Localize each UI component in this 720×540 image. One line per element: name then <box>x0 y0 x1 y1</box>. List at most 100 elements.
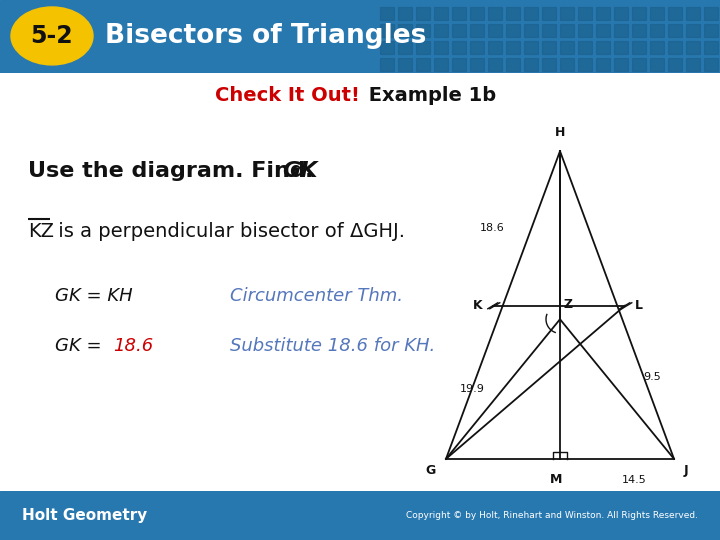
Bar <box>686 58 700 71</box>
Bar <box>380 24 394 37</box>
Bar <box>596 58 610 71</box>
Bar <box>542 7 556 20</box>
Bar <box>686 24 700 37</box>
Bar <box>596 41 610 54</box>
Bar <box>470 7 484 20</box>
Bar <box>668 58 682 71</box>
Bar <box>380 41 394 54</box>
Bar <box>524 41 538 54</box>
Bar <box>704 24 718 37</box>
Bar <box>416 7 430 20</box>
Bar <box>524 24 538 37</box>
Bar <box>380 7 394 20</box>
Bar <box>434 58 448 71</box>
Text: 19.9: 19.9 <box>460 384 485 394</box>
Bar <box>704 58 718 71</box>
Bar <box>668 41 682 54</box>
Bar <box>578 24 592 37</box>
Bar <box>398 24 412 37</box>
Bar <box>488 41 502 54</box>
Text: L: L <box>635 299 643 312</box>
Bar <box>614 24 628 37</box>
Bar <box>506 24 520 37</box>
Bar <box>506 7 520 20</box>
Bar <box>560 58 574 71</box>
Bar <box>560 7 574 20</box>
Bar <box>632 58 646 71</box>
Bar <box>632 41 646 54</box>
Text: GK: GK <box>282 161 318 181</box>
Bar <box>470 41 484 54</box>
Text: Check It Out!: Check It Out! <box>215 85 360 105</box>
Bar <box>398 58 412 71</box>
Bar <box>704 41 718 54</box>
Bar <box>398 7 412 20</box>
Bar <box>470 24 484 37</box>
Bar <box>614 58 628 71</box>
Bar <box>506 58 520 71</box>
Text: J: J <box>684 464 688 477</box>
Text: K: K <box>473 299 483 312</box>
Bar <box>416 58 430 71</box>
Bar <box>560 41 574 54</box>
Bar <box>578 7 592 20</box>
Text: 14.5: 14.5 <box>622 475 647 485</box>
Bar <box>380 58 394 71</box>
Bar <box>398 41 412 54</box>
Text: Use the diagram. Find: Use the diagram. Find <box>28 161 313 181</box>
Text: KZ: KZ <box>28 222 54 241</box>
Bar <box>488 58 502 71</box>
Bar <box>560 24 574 37</box>
Bar <box>578 41 592 54</box>
Bar <box>434 24 448 37</box>
Bar <box>416 41 430 54</box>
Bar <box>614 7 628 20</box>
Text: Z: Z <box>564 298 573 311</box>
Bar <box>452 7 466 20</box>
Text: M: M <box>550 473 562 486</box>
Bar <box>632 7 646 20</box>
Text: Example 1b: Example 1b <box>362 85 496 105</box>
Bar <box>650 58 664 71</box>
Bar <box>632 24 646 37</box>
Bar <box>668 24 682 37</box>
Bar <box>506 41 520 54</box>
Bar <box>452 24 466 37</box>
Bar <box>686 41 700 54</box>
Bar <box>668 7 682 20</box>
Bar <box>686 7 700 20</box>
Bar <box>650 7 664 20</box>
Bar <box>452 41 466 54</box>
Bar <box>650 41 664 54</box>
Bar <box>452 58 466 71</box>
Bar <box>524 58 538 71</box>
Text: Circumcenter Thm.: Circumcenter Thm. <box>230 287 403 305</box>
Bar <box>488 24 502 37</box>
Ellipse shape <box>11 7 93 65</box>
Text: G: G <box>426 464 436 477</box>
Bar <box>704 7 718 20</box>
Text: Bisectors of Triangles: Bisectors of Triangles <box>105 23 426 49</box>
Text: is a perpendicular bisector of ΔGHJ.: is a perpendicular bisector of ΔGHJ. <box>52 222 405 241</box>
Text: .: . <box>305 161 313 181</box>
Bar <box>434 7 448 20</box>
Text: 9.5: 9.5 <box>643 372 660 382</box>
Text: Copyright © by Holt, Rinehart and Winston. All Rights Reserved.: Copyright © by Holt, Rinehart and Winsto… <box>406 511 698 520</box>
Bar <box>542 24 556 37</box>
Bar <box>650 24 664 37</box>
Bar <box>416 24 430 37</box>
Bar <box>542 41 556 54</box>
Bar <box>614 41 628 54</box>
Bar <box>470 58 484 71</box>
Text: Holt Geometry: Holt Geometry <box>22 508 148 523</box>
Bar <box>578 58 592 71</box>
Text: GK = KH: GK = KH <box>55 287 132 305</box>
Text: H: H <box>555 126 565 139</box>
Text: Substitute 18.6 for KH.: Substitute 18.6 for KH. <box>230 338 436 355</box>
Bar <box>596 7 610 20</box>
Bar <box>434 41 448 54</box>
Text: 18.6: 18.6 <box>480 224 505 233</box>
Bar <box>488 7 502 20</box>
Bar <box>542 58 556 71</box>
Text: GK =: GK = <box>55 338 107 355</box>
